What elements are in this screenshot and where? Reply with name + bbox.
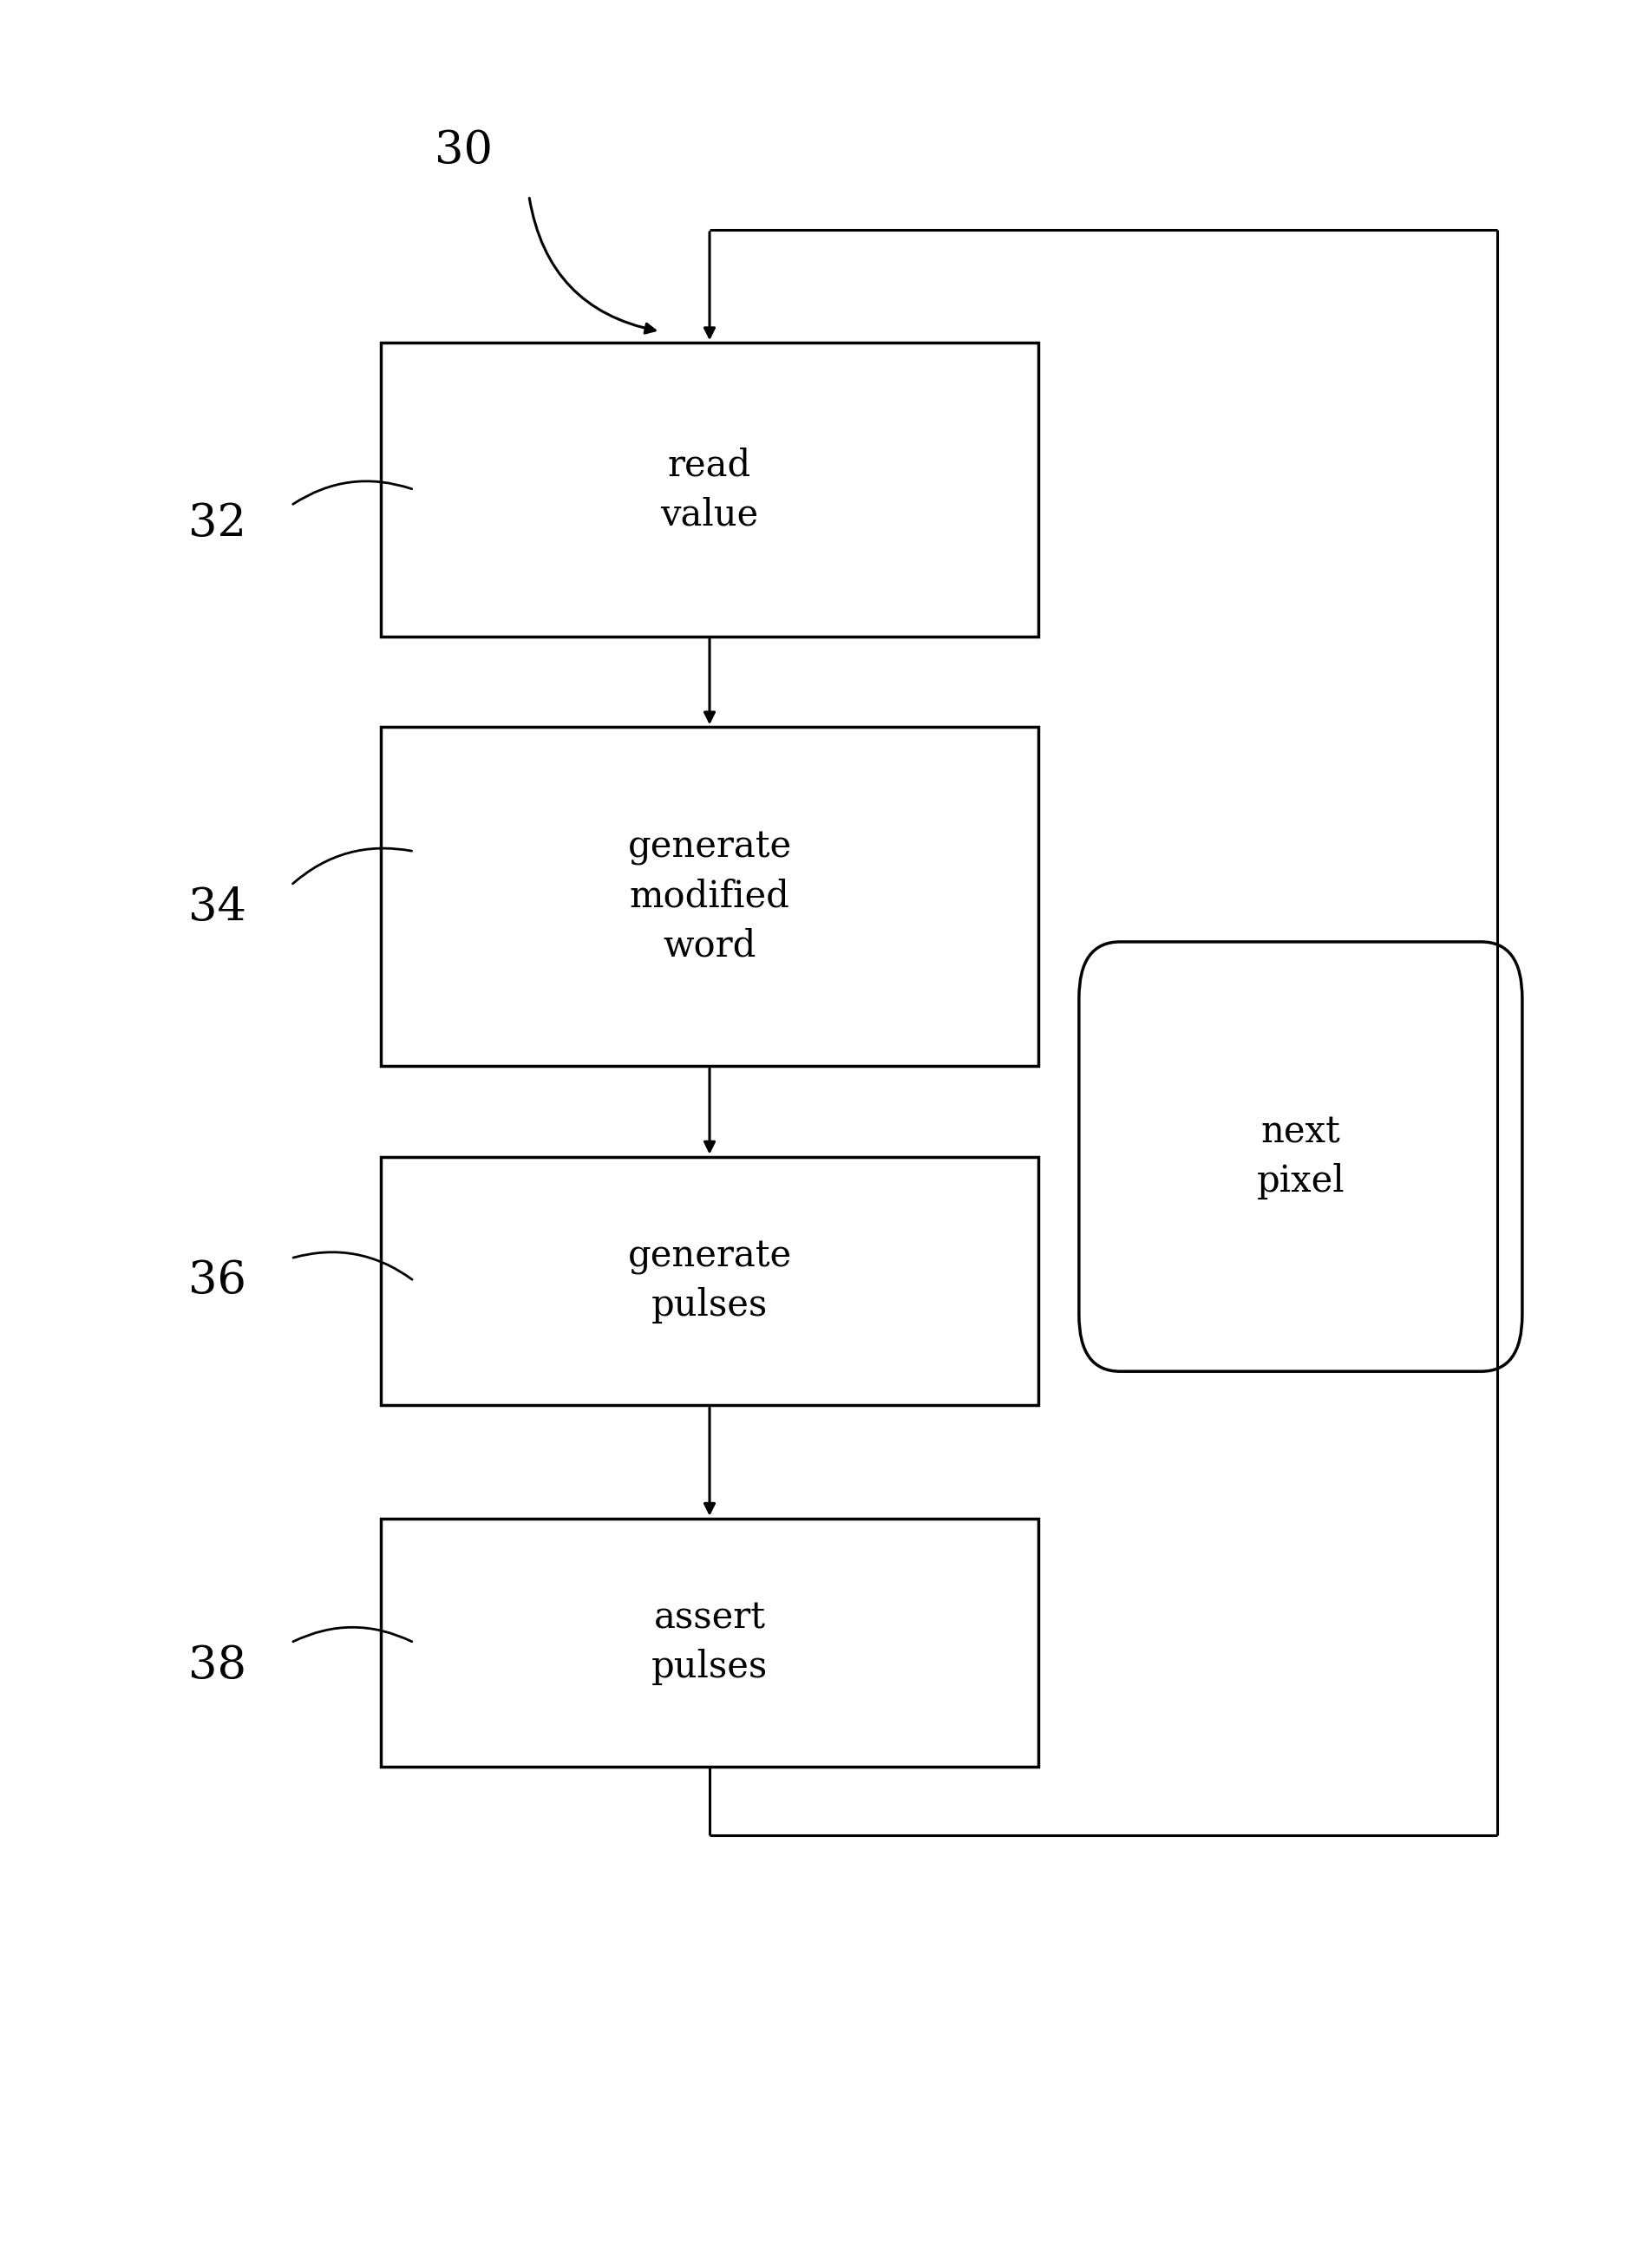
Text: generate
modified
word: generate modified word: [628, 830, 792, 964]
Text: next
pixel: next pixel: [1257, 1114, 1344, 1200]
Text: 38: 38: [188, 1642, 246, 1687]
Text: read
value: read value: [661, 447, 759, 533]
Text: assert
pulses: assert pulses: [651, 1599, 768, 1685]
Bar: [381, 1517, 1037, 1767]
FancyBboxPatch shape: [1078, 941, 1522, 1372]
Bar: [381, 342, 1037, 637]
Text: 36: 36: [188, 1259, 246, 1304]
Text: 30: 30: [434, 129, 493, 172]
Bar: [381, 1157, 1037, 1406]
Text: 32: 32: [188, 501, 246, 547]
Bar: [381, 728, 1037, 1066]
Text: 34: 34: [188, 887, 246, 930]
Text: generate
pulses: generate pulses: [628, 1238, 792, 1325]
